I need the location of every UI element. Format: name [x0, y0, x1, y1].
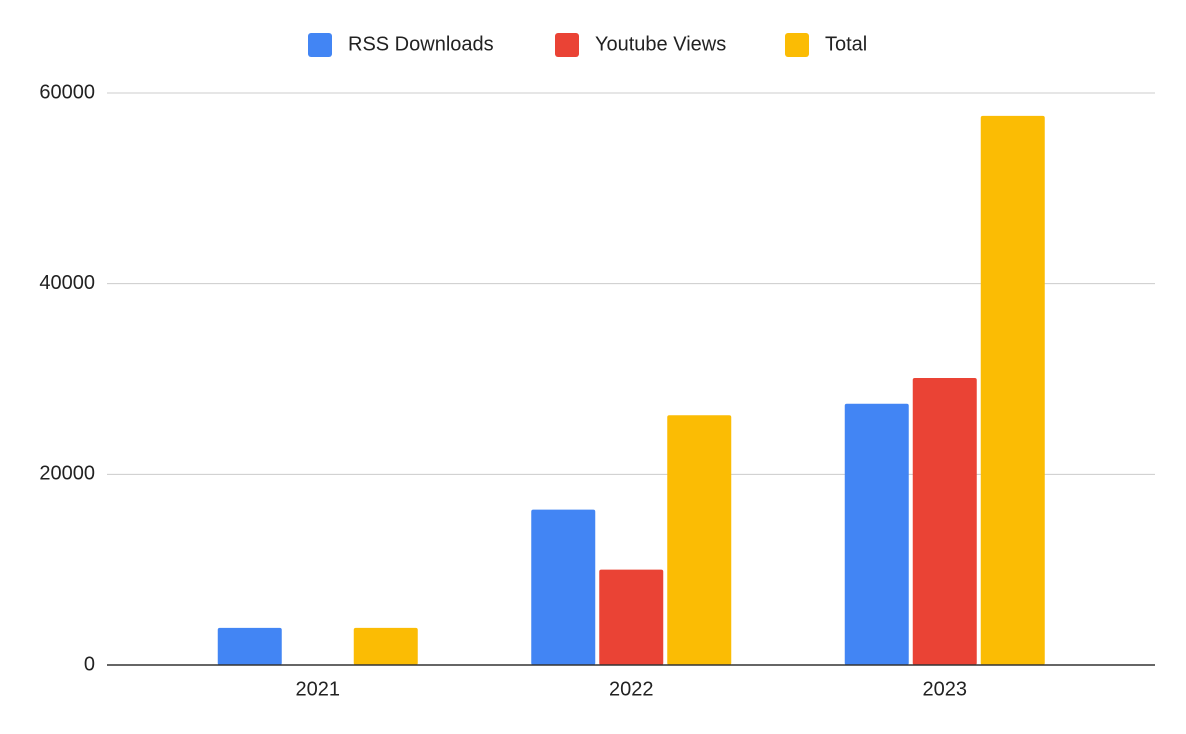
- y-tick-label: 60000: [39, 81, 95, 103]
- x-tick-label: 2022: [609, 678, 654, 700]
- legend-swatch: [785, 33, 809, 57]
- bar: [353, 627, 418, 665]
- legend-label: RSS Downloads: [348, 33, 494, 55]
- legend-swatch: [555, 33, 579, 57]
- legend-label: Youtube Views: [595, 33, 726, 55]
- bar: [980, 115, 1045, 665]
- y-tick-label: 20000: [39, 463, 95, 485]
- x-tick-label: 2021: [296, 678, 341, 700]
- bar: [217, 627, 282, 665]
- legend-label: Total: [825, 33, 867, 55]
- bar: [844, 403, 909, 665]
- bar: [531, 509, 596, 665]
- bar: [599, 569, 664, 665]
- y-tick-label: 40000: [39, 272, 95, 294]
- y-tick-label: 0: [84, 653, 95, 675]
- legend-swatch: [308, 33, 332, 57]
- bar: [667, 415, 732, 665]
- x-tick-label: 2023: [923, 678, 968, 700]
- bar: [912, 378, 977, 665]
